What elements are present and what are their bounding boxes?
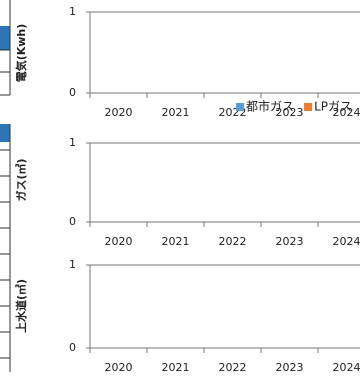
y-tick-label: 1 — [69, 5, 76, 18]
x-tick-label: 2023 — [276, 235, 304, 248]
legend-swatch — [236, 103, 244, 111]
x-tick-label: 2022 — [219, 235, 247, 248]
y-tick-label: 0 — [69, 341, 76, 354]
x-tick-label: 2024 — [333, 361, 360, 372]
x-tick-label: 2021 — [162, 235, 190, 248]
x-tick-label: 2024 — [333, 235, 360, 248]
x-tick-label: 2020 — [105, 361, 133, 372]
y-tick-label: 0 — [69, 215, 76, 228]
y-tick-label: 1 — [69, 258, 76, 271]
y-axis-label: ガス(㎥) — [14, 158, 28, 201]
x-tick-label: 2021 — [162, 361, 190, 372]
legend-label: 都市ガス — [246, 99, 294, 114]
left-table-edge — [0, 0, 10, 372]
x-tick-label: 2022 — [219, 361, 247, 372]
x-tick-label: 2021 — [162, 106, 190, 119]
y-axis-label: 上水道(㎥) — [14, 279, 28, 333]
y-axis-label: 電気(Kwh) — [14, 24, 28, 83]
y-tick-label: 0 — [69, 86, 76, 99]
legend-label: LPガス — [314, 100, 352, 114]
legend-swatch — [304, 103, 312, 111]
y-tick-label: 1 — [69, 136, 76, 149]
x-tick-label: 2020 — [105, 106, 133, 119]
x-tick-label: 2023 — [276, 361, 304, 372]
x-tick-label: 2020 — [105, 235, 133, 248]
